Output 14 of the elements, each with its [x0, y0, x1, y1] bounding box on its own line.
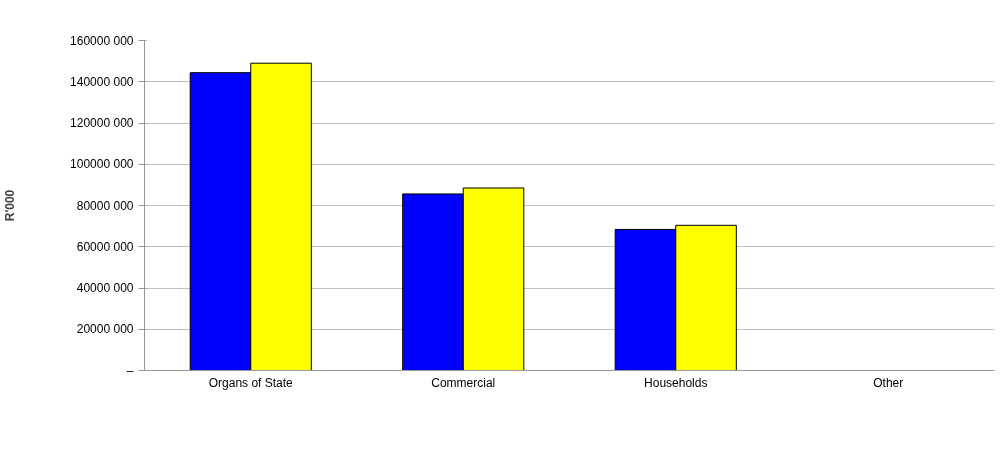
- x-tick-label: Other: [873, 375, 904, 390]
- y-tick-label: 80000 000: [76, 198, 134, 213]
- y-tick-label: 40000 000: [76, 281, 134, 295]
- y-tick-label: 20000 000: [76, 322, 134, 337]
- x-tick-label: Organs of State: [208, 375, 294, 390]
- y-tick-label: 100000 000: [70, 157, 134, 172]
- x-tick-label: Commercial: [431, 375, 496, 390]
- y-tick-label: 160000 000: [70, 33, 134, 48]
- y-tick-label: 120000 000: [70, 116, 134, 130]
- y-tick-label: –: [126, 363, 134, 378]
- x-tick-label: Households: [644, 375, 708, 390]
- y-tick-label: 140000 000: [70, 74, 134, 89]
- y-axis-title: R'000: [3, 189, 18, 222]
- y-tick-label: 60000 000: [76, 239, 134, 254]
